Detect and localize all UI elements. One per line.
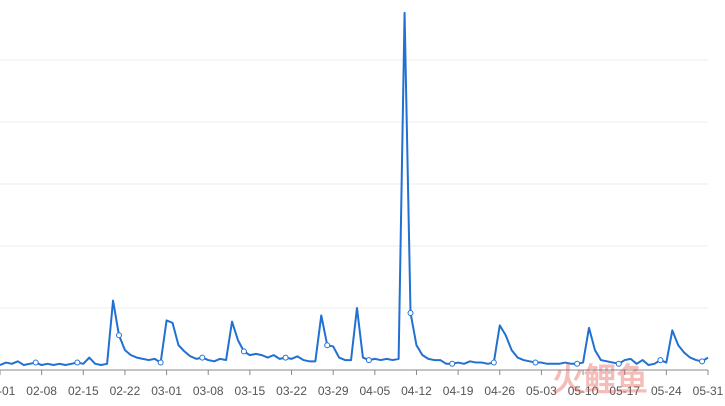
point <box>490 359 497 366</box>
x-tick-label: 03-22 <box>276 384 307 398</box>
x-tick-label: 03-01 <box>151 384 182 398</box>
point <box>699 358 706 365</box>
point <box>365 357 372 364</box>
point <box>324 342 331 349</box>
x-tick-label: 03-15 <box>235 384 266 398</box>
point <box>282 354 289 361</box>
x-tick-label: 05-17 <box>609 384 640 398</box>
point <box>657 357 664 364</box>
x-tick-label: 04-19 <box>443 384 474 398</box>
point <box>407 309 414 316</box>
point <box>74 359 81 366</box>
point <box>115 332 122 339</box>
point <box>32 359 39 366</box>
point <box>157 359 164 366</box>
x-tick-label: 04-05 <box>359 384 390 398</box>
x-tick-label: 05-03 <box>526 384 557 398</box>
x-tick-label: 05-10 <box>568 384 599 398</box>
x-tick-label: 02-01 <box>0 384 16 398</box>
point <box>199 354 206 361</box>
x-tick-label: 02-08 <box>26 384 57 398</box>
watermark: 火鲤鱼 <box>552 361 648 397</box>
x-tick-label: 02-15 <box>68 384 99 398</box>
x-tick-label: 03-29 <box>318 384 349 398</box>
x-tick-label: 02-22 <box>110 384 141 398</box>
point <box>532 359 539 366</box>
point <box>615 360 622 367</box>
point <box>240 348 247 355</box>
x-tick-label: 05-24 <box>651 384 682 398</box>
line <box>0 11 709 367</box>
x-tick-label: 05-31 <box>693 384 724 398</box>
x-tick-label: 04-26 <box>484 384 515 398</box>
x-tick-label: 04-12 <box>401 384 432 398</box>
x-tick-label: 03-08 <box>193 384 224 398</box>
point <box>449 360 456 367</box>
point <box>574 360 581 367</box>
